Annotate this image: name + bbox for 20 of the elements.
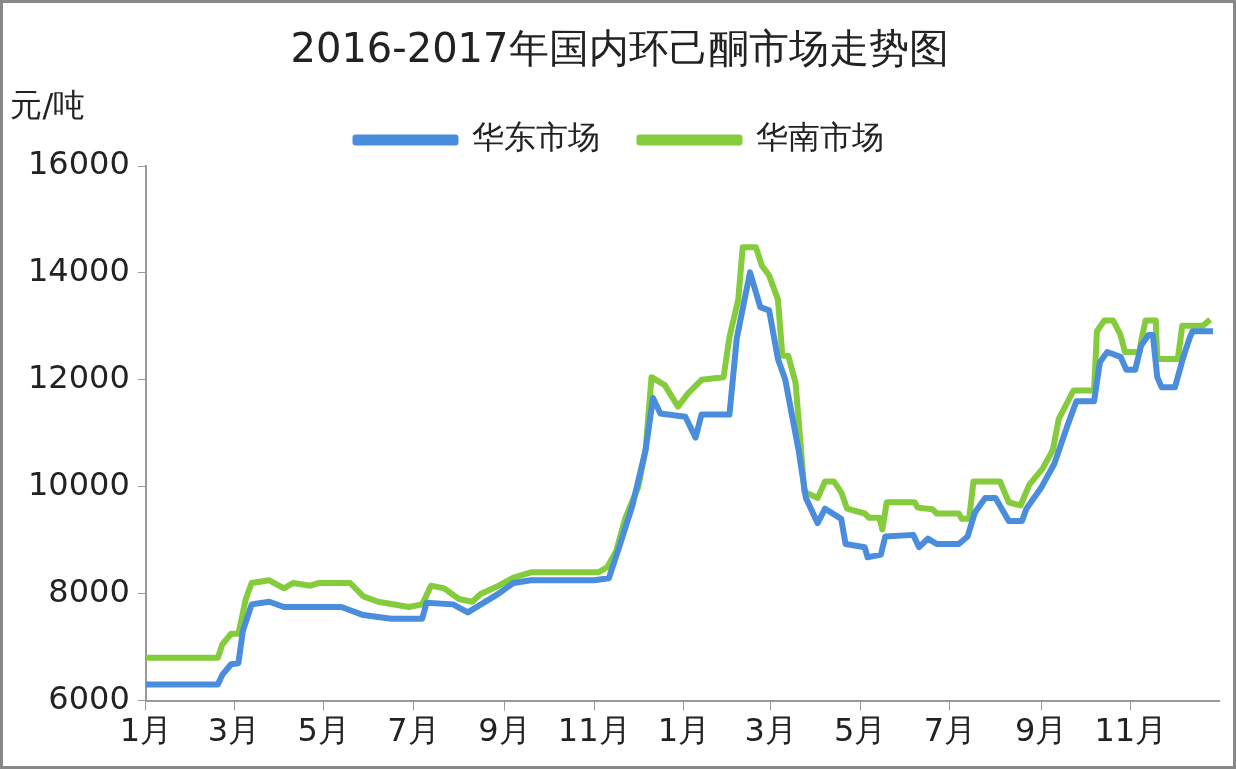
x-tick-label: 3月 xyxy=(744,711,797,750)
y-tick-label: 12000 xyxy=(28,358,130,397)
x-tick-label: 9月 xyxy=(1014,711,1068,750)
y-tick-label: 10000 xyxy=(28,465,130,504)
x-tick-label: 7月 xyxy=(923,711,977,750)
x-tick-label: 11月 xyxy=(557,711,631,750)
x-tick-label: 3月 xyxy=(207,711,261,750)
x-tick-label: 5月 xyxy=(834,711,887,750)
y-tick-label: 14000 xyxy=(28,251,130,290)
x-tick-label: 5月 xyxy=(297,711,350,750)
y-tick-label: 8000 xyxy=(48,571,130,610)
x-tick-label: 9月 xyxy=(478,711,531,750)
x-tick-label: 1月 xyxy=(657,711,711,750)
y-tick-label: 16000 xyxy=(28,144,130,183)
x-tick-label: 11月 xyxy=(1094,711,1168,750)
legend-label: 华南市场 xyxy=(755,118,884,157)
x-tick-label: 7月 xyxy=(387,711,440,750)
chart-title: 2016-2017年国内环己酮市场走势图 xyxy=(290,25,949,72)
y-axis-title: 元/吨 xyxy=(10,86,86,125)
legend-label: 华东市场 xyxy=(471,118,600,157)
